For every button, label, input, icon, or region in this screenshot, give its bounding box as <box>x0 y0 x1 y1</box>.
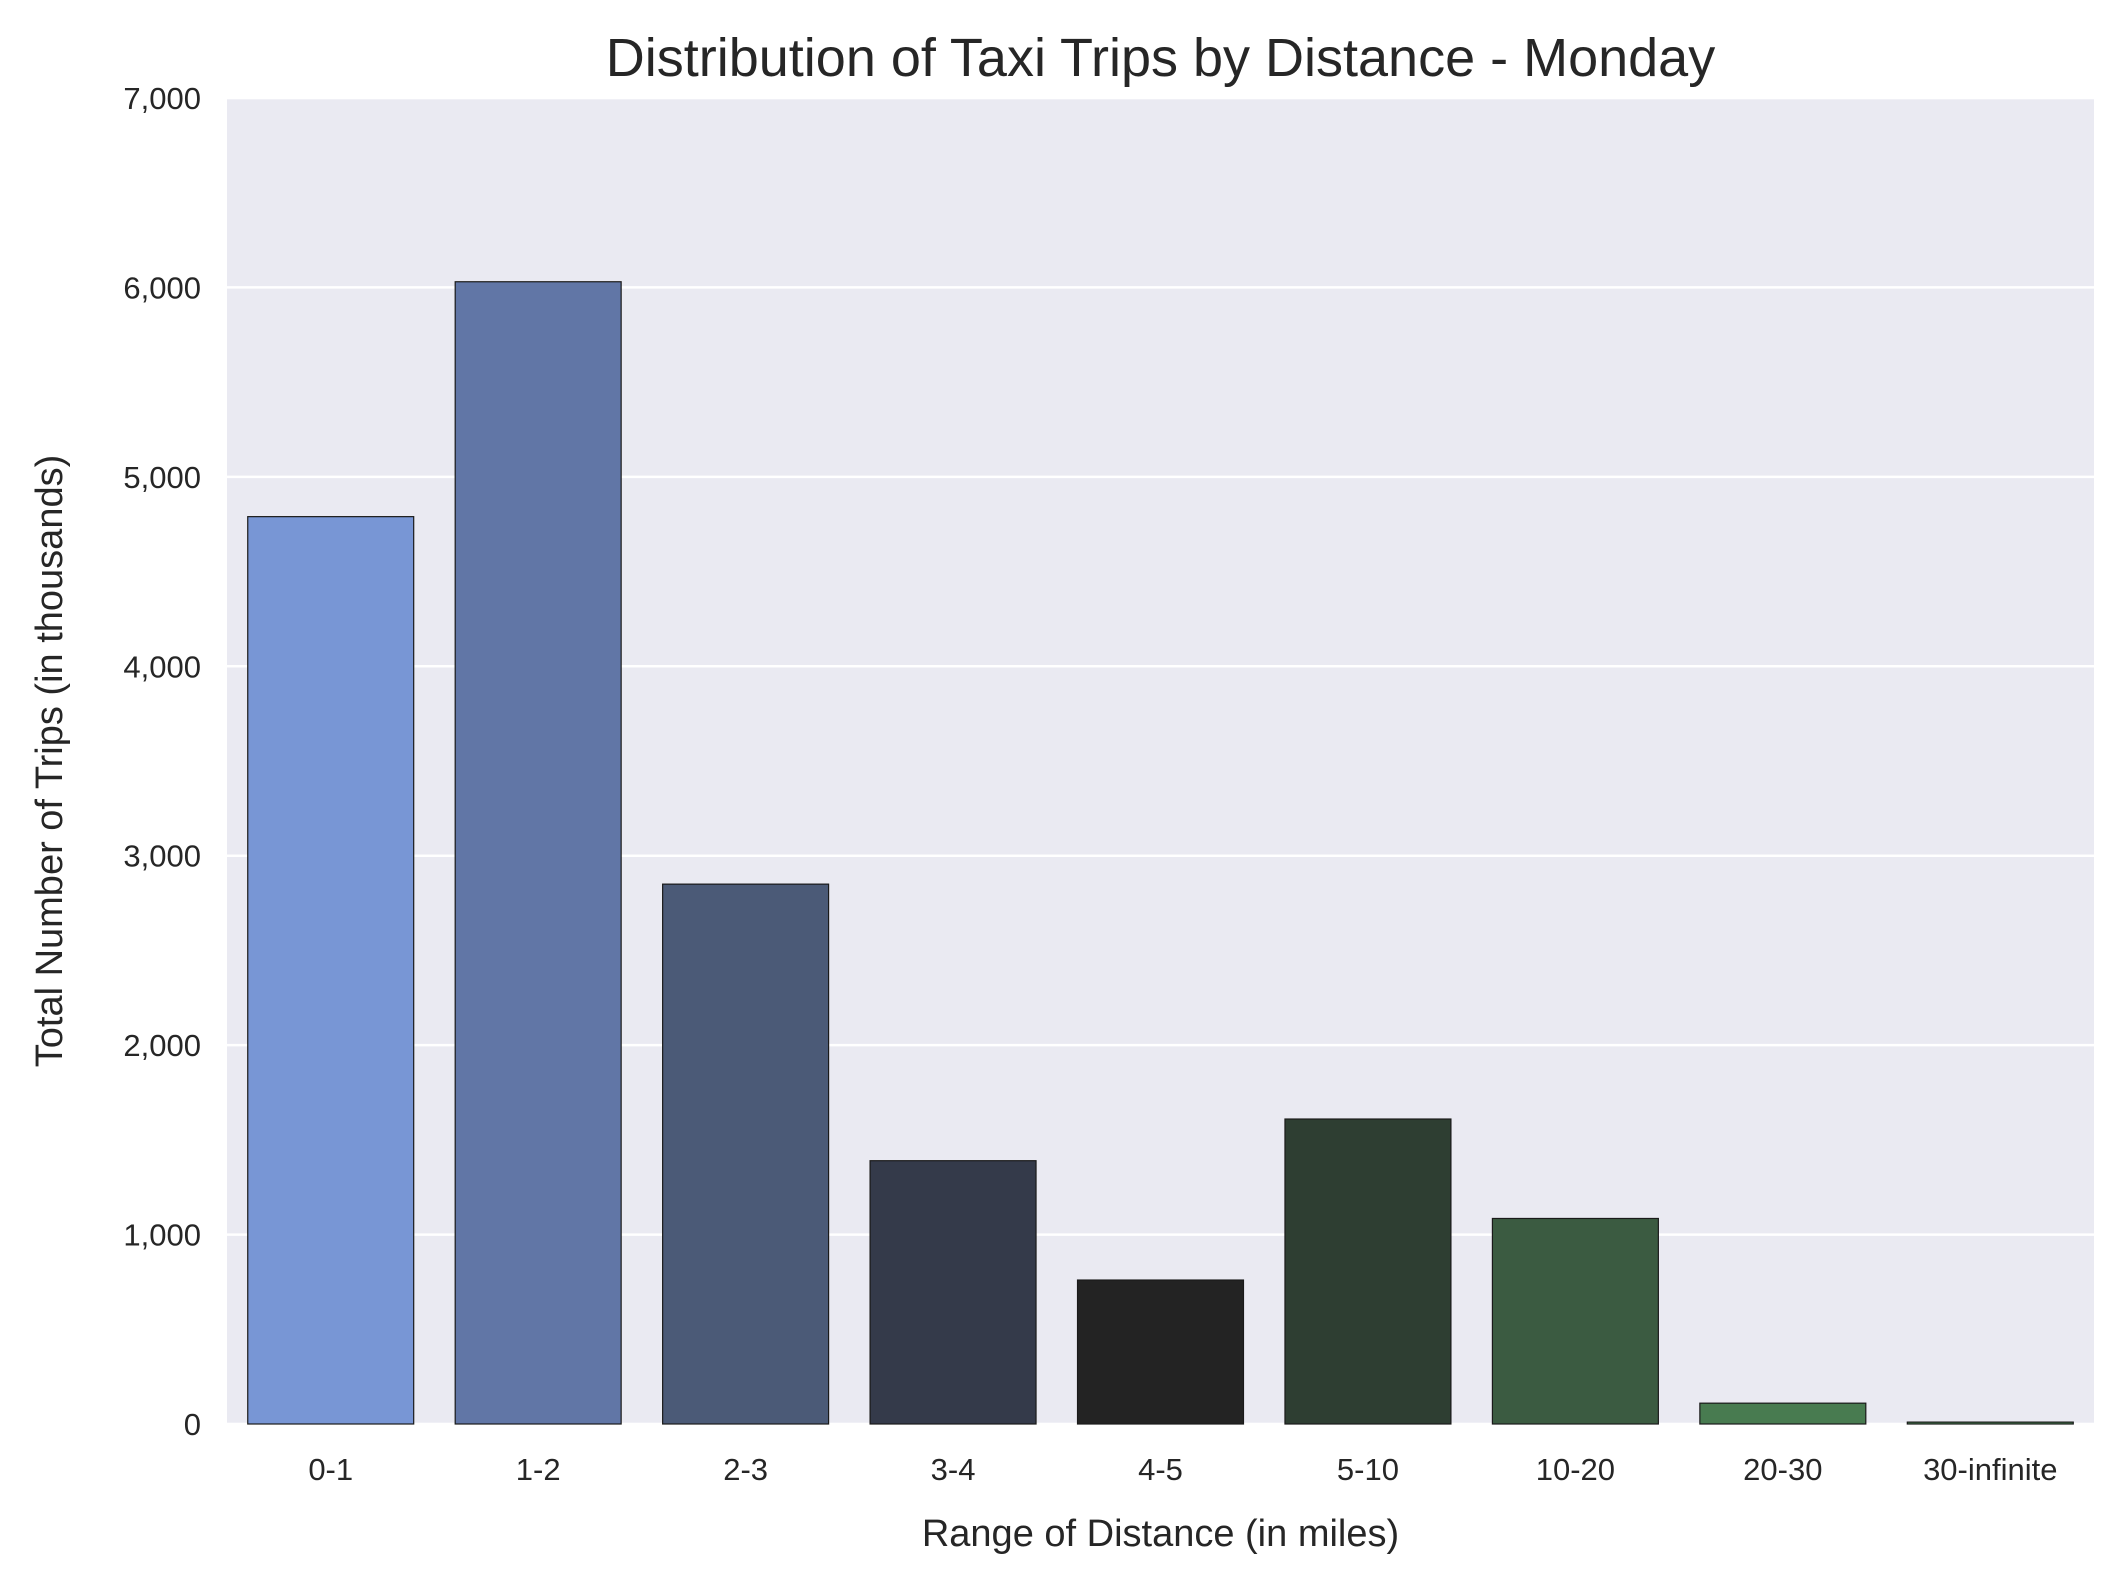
bar-3-4 <box>869 1160 1037 1425</box>
y-tick-label: 4,000 <box>123 649 201 684</box>
x-tick-label: 5-10 <box>1337 1452 1399 1487</box>
bars <box>247 281 2074 1425</box>
y-tick-label: 1,000 <box>123 1218 201 1253</box>
x-tick-label: 0-1 <box>308 1452 353 1487</box>
x-tick-label: 10-20 <box>1536 1452 1615 1487</box>
bar-20-30 <box>1699 1402 1867 1425</box>
x-tick-label: 3-4 <box>931 1452 976 1487</box>
y-tick-label: 2,000 <box>123 1028 201 1063</box>
chart-title: Distribution of Taxi Trips by Distance -… <box>606 28 1715 88</box>
bar-5-10 <box>1284 1118 1452 1425</box>
x-axis-ticks: 0-1 1-2 2-3 3-4 4-5 5-10 10-20 20-30 30-infinite <box>308 1452 2057 1487</box>
y-axis-label: Total Number of Trips (in thousands) <box>29 455 71 1068</box>
bar-1-2 <box>454 281 622 1425</box>
x-tick-label: 4-5 <box>1138 1452 1183 1487</box>
y-tick-label: 6,000 <box>123 270 201 305</box>
x-tick-label: 30-infinite <box>1923 1452 2057 1487</box>
x-tick-label: 1-2 <box>516 1452 561 1487</box>
y-tick-label: 5,000 <box>123 460 201 495</box>
y-axis-ticks: 0 1,000 2,000 3,000 4,000 5,000 6,000 7,000 <box>123 81 201 1442</box>
bar-30-infinite <box>1906 1421 2074 1425</box>
bar-0-1 <box>247 516 415 1425</box>
y-tick-label: 3,000 <box>123 839 201 874</box>
bar-2-3 <box>662 883 830 1425</box>
x-tick-label: 2-3 <box>723 1452 768 1487</box>
y-tick-label: 7,000 <box>123 81 201 116</box>
bar-4-5 <box>1076 1279 1245 1425</box>
x-tick-label: 20-30 <box>1743 1452 1822 1487</box>
x-axis-label: Range of Distance (in miles) <box>922 1513 1399 1555</box>
bar-10-20 <box>1491 1217 1659 1425</box>
y-tick-label: 0 <box>184 1407 201 1442</box>
